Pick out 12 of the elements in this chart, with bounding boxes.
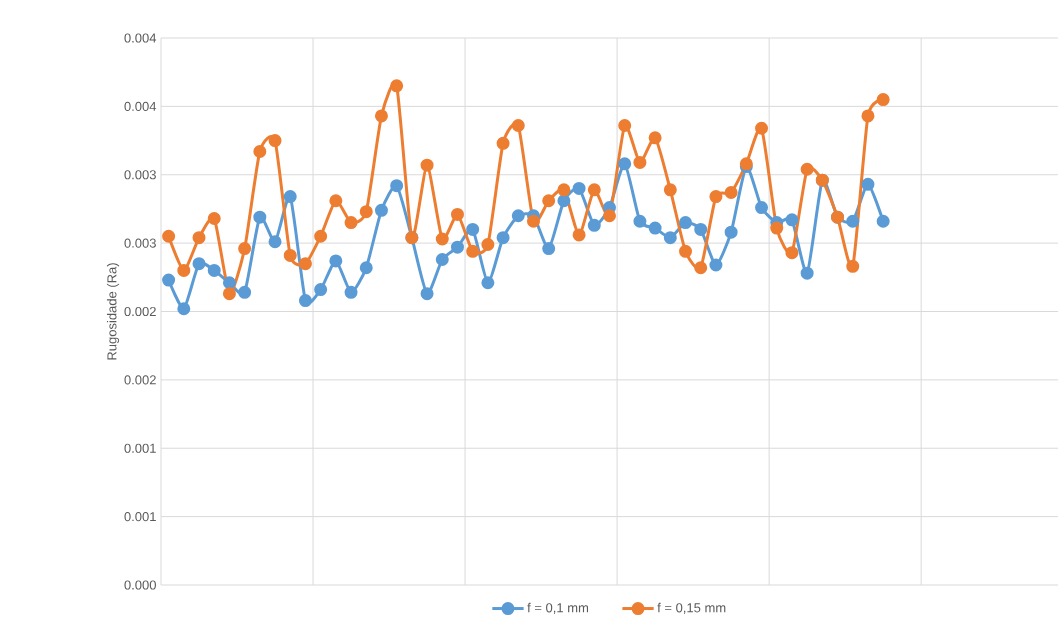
y-tick-label: 0.001 [124,512,156,522]
y-tick-label: 0.003 [124,238,156,248]
y-tick-label: 0.003 [124,170,156,180]
y-tick-label: 0.004 [124,101,157,111]
y-tick-label: 0.001 [124,443,156,453]
y-tick-label: 0.002 [124,375,156,385]
legend-label: f = 0,15 mm [657,602,726,614]
y-axis-title: Rugosidade (Ra) [106,263,120,360]
y-tick-label: 0.004 [124,33,157,43]
legend-label: f = 0,1 mm [527,602,589,614]
y-tick-label: 0.002 [124,306,156,317]
y-tick-label: 0.000 [124,580,156,590]
